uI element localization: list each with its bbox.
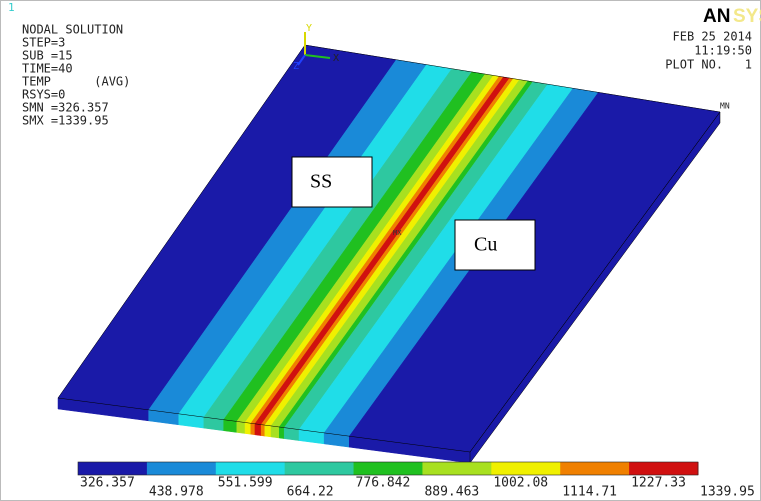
legend-label: 1227.33 [631, 476, 686, 491]
max-marker: MX [393, 229, 402, 237]
legend-swatch [629, 462, 698, 475]
legend-label: 889.463 [424, 485, 479, 500]
header-line: STEP=3 [22, 36, 65, 50]
annotation-cu: Cu [474, 234, 497, 256]
plate-front-band [245, 423, 251, 435]
legend-swatch [491, 462, 560, 475]
header-line: SMN =326.357 [22, 101, 109, 115]
screenshot: 1 NODAL SOLUTIONSTEP=3SUB =15TIME=40TEMP… [0, 0, 761, 501]
plate-front-band [251, 423, 255, 435]
legend-label: 1114.71 [562, 485, 617, 500]
time: 11:19:50 [694, 44, 752, 58]
header-line: SUB =15 [22, 49, 73, 63]
plate-front-band [237, 421, 245, 433]
window-number: 1 [8, 1, 15, 14]
legend-swatch [422, 462, 491, 475]
plate-front-band [279, 427, 284, 439]
plate-front-band [271, 426, 279, 438]
plate-front-band [261, 425, 265, 436]
legend-label: 1002.08 [493, 476, 548, 491]
logo-sys: SYS [733, 6, 761, 27]
plate-front-band [255, 424, 261, 436]
legend-swatch [78, 462, 147, 475]
legend-label: 438.978 [149, 485, 204, 500]
plot-number: PLOT NO. 1 [665, 58, 752, 72]
header-line: SMX =1339.95 [22, 114, 109, 128]
header-line: TEMP (AVG) [22, 75, 130, 89]
date: FEB 25 2014 [673, 30, 752, 44]
legend-label: 1339.95 [700, 485, 755, 500]
triad-x-label: X [333, 53, 339, 64]
min-marker: MN [720, 102, 730, 111]
legend-label: 551.599 [218, 476, 273, 491]
logo-an: AN [703, 6, 730, 27]
legend-label: 664.22 [287, 485, 334, 500]
header-line: TIME=40 [22, 62, 73, 76]
legend-swatch [216, 462, 285, 475]
header-line: RSYS=0 [22, 88, 65, 102]
legend-label: 326.357 [80, 476, 135, 491]
legend-label: 776.842 [356, 476, 411, 491]
page: {"window_number":"1", "header":{"lines":… [0, 0, 761, 501]
annotation-ss: SS [310, 171, 332, 193]
plate-front-band [224, 420, 237, 433]
triad-z-label: Z [293, 61, 299, 72]
plate-front-band [284, 428, 299, 441]
legend-swatch [560, 462, 629, 475]
header-line: NODAL SOLUTION [22, 23, 123, 37]
legend-swatch [285, 462, 354, 475]
triad-y-label: Y [306, 23, 312, 34]
legend-swatch [147, 462, 216, 475]
plate-front-band [265, 425, 271, 437]
legend-swatch [354, 462, 423, 475]
